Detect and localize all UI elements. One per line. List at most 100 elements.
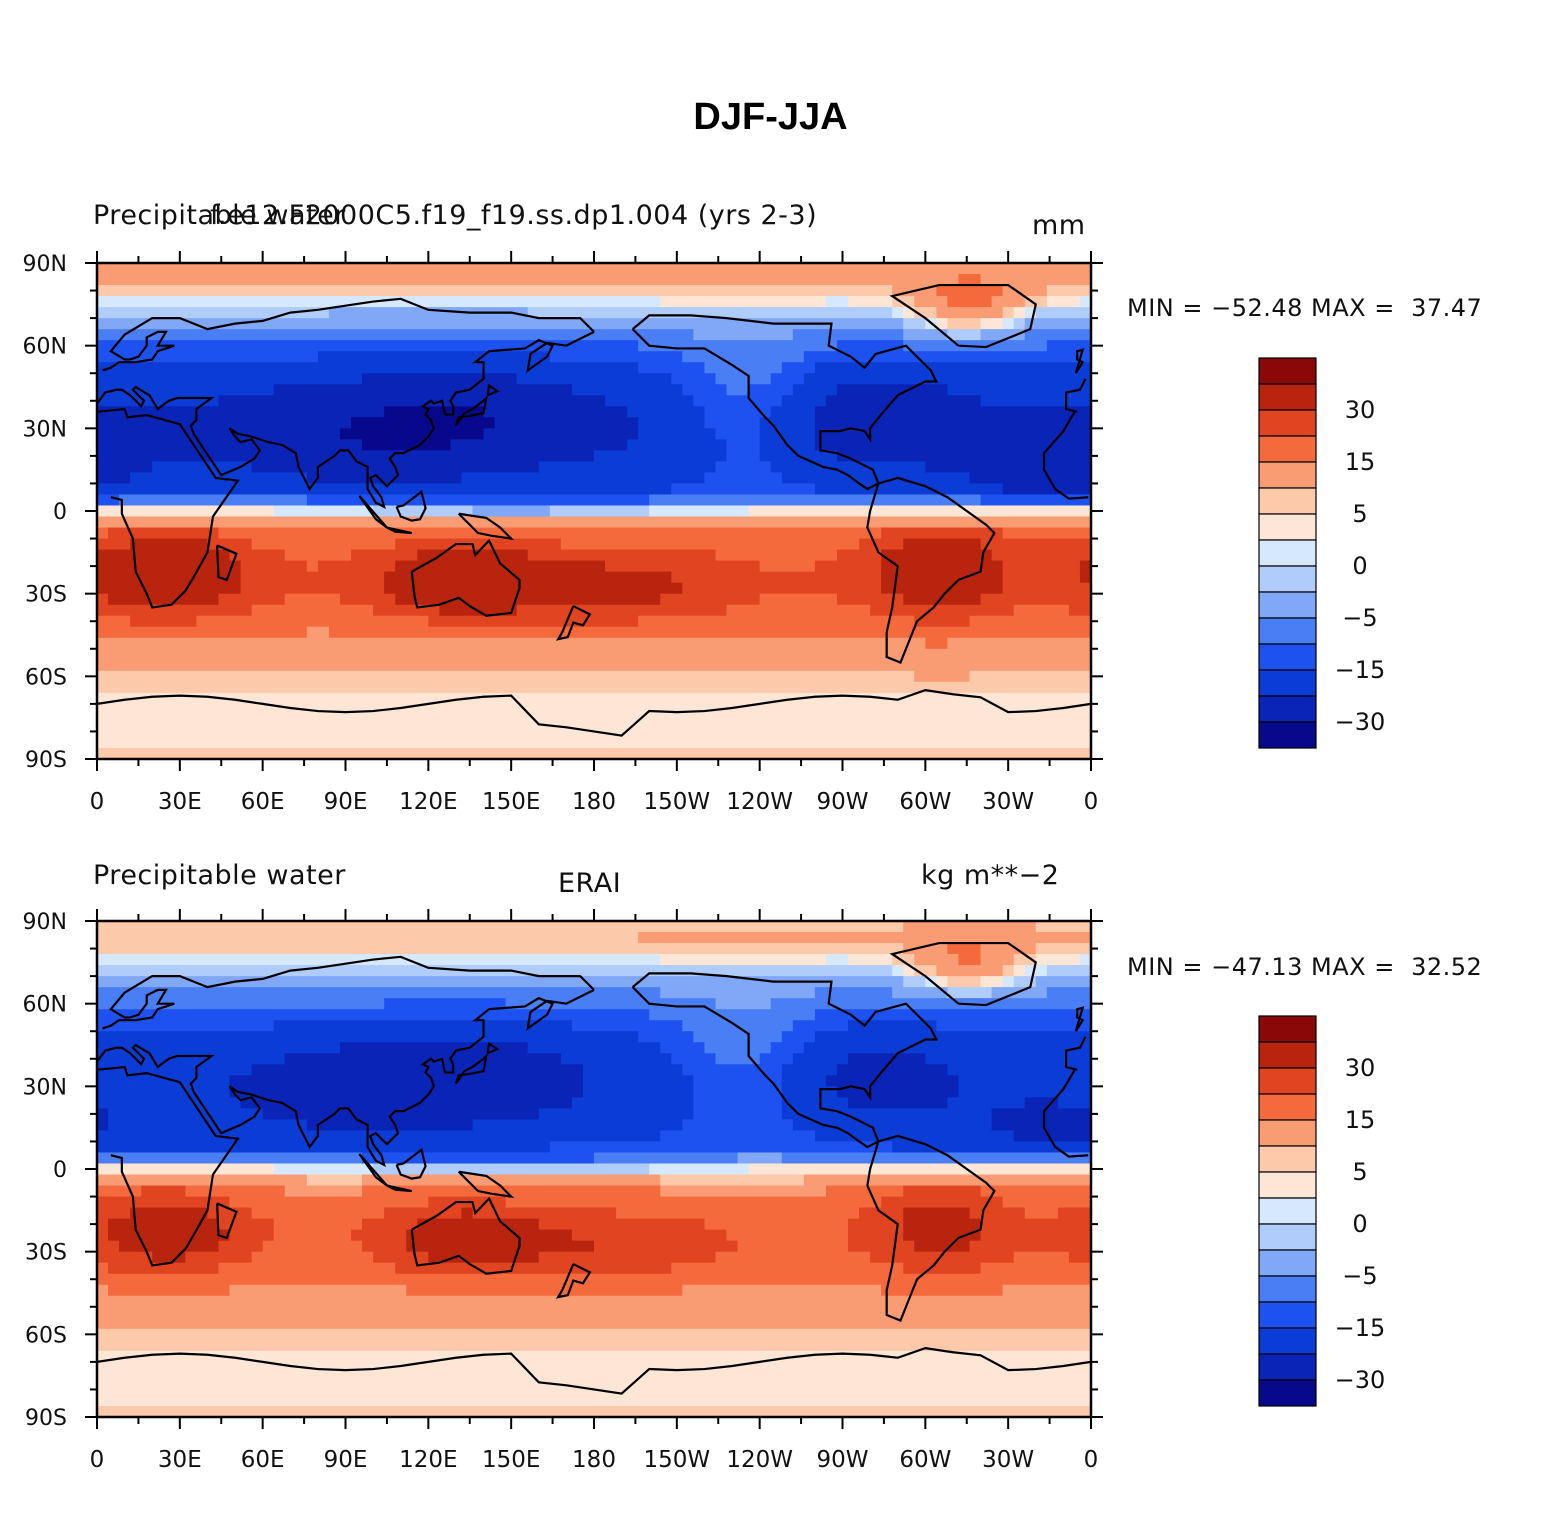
field-cell [505,998,717,1010]
colorbar-box [1258,1119,1317,1147]
field-cell [903,976,926,988]
field-cell [560,1053,672,1065]
field-cell [649,1009,816,1021]
field-cell [97,1405,1091,1417]
field-cell [836,593,904,606]
coastline [97,988,595,1167]
coastline [631,972,939,1149]
field-cell [914,670,971,683]
field-cell [980,1185,1091,1198]
field-cell [715,1053,761,1065]
field-cell [273,1020,573,1032]
field-cell [1002,560,1081,573]
axes-model: 0 30E 60E 90E 120E 150E 180 150W 120W 90W 60W 30W 09… [23,251,1103,815]
x-tick-label: 30E [158,1447,202,1473]
field-cell [538,1218,706,1231]
field-cell [726,450,761,462]
field-cell [969,1207,1026,1220]
colorbar-box [1258,435,1317,463]
panel1-minmax: MIN = −52.48 MAX = 37.47 [1127,294,1483,322]
field-cell [97,461,153,474]
field-cell [351,417,496,429]
field-cell [947,637,1091,650]
field-cell [726,384,750,396]
field-cell [97,351,319,363]
field-cell [97,406,385,418]
field-cell [229,549,286,562]
colorbar-box [1258,357,1317,385]
coastline [866,1134,996,1322]
y-tick-label: 30N [23,1075,67,1100]
field-cell [1013,954,1037,966]
colorbar-label: −15 [1335,1314,1386,1342]
field-cell [251,604,374,617]
colorbar-box [1258,617,1317,645]
colorbar-box [1258,409,1317,437]
x-tick-label: 60E [241,1447,285,1473]
field-cell [914,307,937,319]
colorbar-box [1258,695,1317,723]
field-cell [97,1361,1091,1374]
field-cell [362,439,452,451]
field-cell [108,593,220,606]
field-cell [792,384,838,396]
field-cell [1046,965,1091,977]
field-cell [1046,987,1091,999]
field-cell [97,626,308,639]
x-tick-label: 60W [899,1447,951,1473]
x-tick-label: 90E [324,1447,368,1473]
field-cell [273,384,573,396]
field-cell [97,1097,242,1109]
field-cell [582,1086,694,1098]
coastline [454,394,489,427]
field-cell [814,1009,1091,1021]
field-cell [781,1097,849,1109]
field-cell [108,527,220,540]
field-cell [97,1273,1091,1286]
field-cell [97,1075,231,1087]
field-cell [384,998,507,1010]
field-cell [870,604,1015,617]
field-cell [803,351,1091,363]
field-cell [925,461,1091,474]
field-cell [406,1240,595,1253]
field-cell [704,1218,849,1231]
field-cell [892,296,915,308]
field-cell [97,1339,1091,1352]
coastline [97,1065,147,1077]
field-cell [693,1097,783,1109]
field-cell [781,1086,838,1098]
field-cell [328,626,1091,639]
field-cell [97,1218,109,1231]
field-cell [781,362,816,374]
field-cell [881,560,1004,573]
field-cell [848,1240,915,1253]
x-tick-label: 60W [899,789,951,815]
field-cell [185,1251,253,1264]
field-cell [980,593,1091,606]
field-cell [715,461,772,474]
coastline [486,383,500,397]
field-cell [395,1262,672,1275]
field-cell [969,615,1091,628]
field-cell [903,1207,971,1220]
colorbar-box [1258,1145,1317,1173]
field-cell [97,703,1091,716]
field-cell [980,1262,1091,1275]
field-cell [229,1086,584,1098]
field-cell [428,615,639,628]
field-cell [781,1075,827,1087]
field-cell [903,1262,982,1275]
coastline [1074,348,1085,374]
y-tick-label: 60N [23,335,67,360]
field-cell [903,307,915,319]
field-cell [97,1284,109,1297]
y-tick-label: 90N [23,910,67,935]
field-cell [229,1284,407,1297]
field-cell [284,549,352,562]
field-cell [395,593,661,606]
field-cell [715,998,772,1010]
field-cell [1035,921,1091,933]
field-cell [770,998,1091,1010]
field-cell [1057,1097,1091,1109]
